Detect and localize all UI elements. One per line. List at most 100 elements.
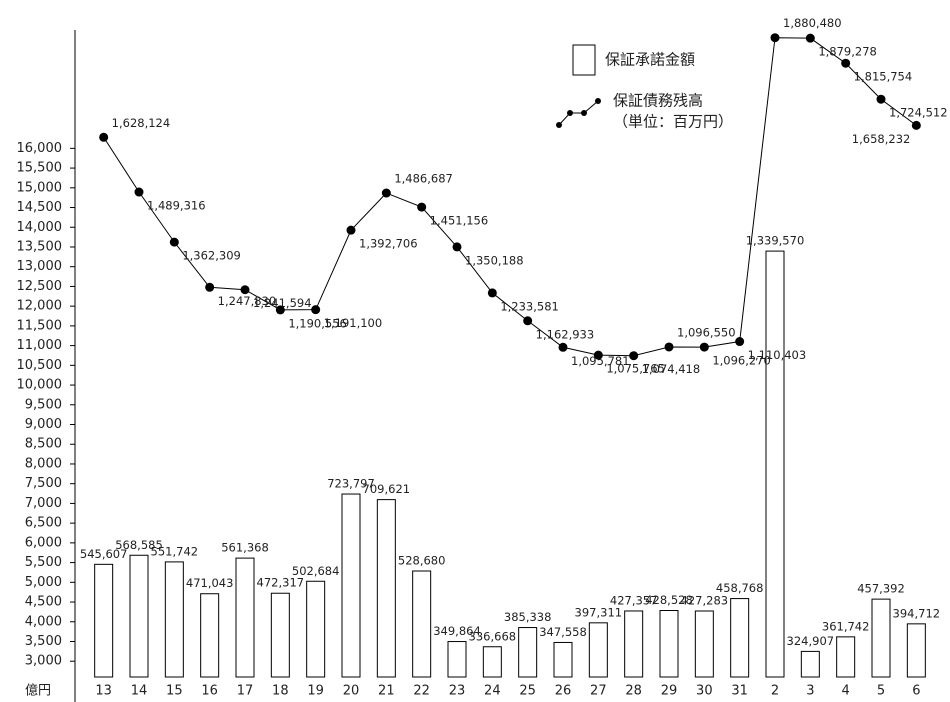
y-tick-label: 3,000 xyxy=(25,654,62,669)
bar xyxy=(447,641,467,678)
line-point xyxy=(487,288,497,298)
y-tick-label: 15,000 xyxy=(17,180,63,195)
bar xyxy=(200,593,220,678)
bar xyxy=(659,610,679,678)
y-tick-label: 15,500 xyxy=(17,161,63,176)
bar xyxy=(694,610,714,678)
line xyxy=(103,37,917,357)
line-label: 1,880,480 xyxy=(783,16,842,30)
y-tick-label: 12,500 xyxy=(17,279,63,294)
bar xyxy=(306,580,326,678)
y-tick-label: 16,000 xyxy=(17,141,63,156)
x-tick-label: 14 xyxy=(131,684,148,699)
x-tick-label: 27 xyxy=(590,684,607,699)
bar-label: 502,684 xyxy=(292,564,340,578)
bar-label: 551,742 xyxy=(151,544,199,558)
bar-label: 458,768 xyxy=(716,581,764,595)
line-point xyxy=(735,337,745,347)
legend-swatch xyxy=(558,100,599,126)
y-tick-label: 7,000 xyxy=(25,496,62,511)
y-tick-label: 4,500 xyxy=(25,595,62,610)
line-label: 1,191,100 xyxy=(324,316,383,330)
line-label: 1,074,418 xyxy=(642,362,701,376)
line-point xyxy=(381,188,391,198)
x-tick-label: 20 xyxy=(343,684,360,699)
legend-label: 保証債務残高 xyxy=(613,92,703,110)
x-tick-label: 28 xyxy=(625,684,642,699)
line-point xyxy=(275,305,285,315)
legend-label: 保証承諾金額 xyxy=(605,51,695,69)
bar xyxy=(270,592,290,678)
line-point xyxy=(558,342,568,352)
bar-label: 568,585 xyxy=(115,538,163,552)
y-tick-label: 5,000 xyxy=(25,575,62,590)
bar-label: 397,311 xyxy=(575,605,623,619)
legend-dot xyxy=(595,98,601,104)
line-label: 1,241,594 xyxy=(253,296,312,310)
line-point xyxy=(523,316,533,326)
bar-label: 427,283 xyxy=(681,594,729,608)
y-tick-label: 11,500 xyxy=(17,318,63,333)
bar-label: 427,357 xyxy=(610,593,658,607)
y-tick-label: 8,500 xyxy=(25,437,62,452)
bar-label: 472,317 xyxy=(257,576,305,590)
line-label: 1,233,581 xyxy=(500,299,559,313)
bar xyxy=(553,641,573,678)
bar xyxy=(624,610,644,678)
x-tick-label: 13 xyxy=(95,684,112,699)
line-point xyxy=(134,187,144,197)
y-tick-label: 13,500 xyxy=(17,239,63,254)
line-point xyxy=(99,132,109,142)
y-tick-label: 10,000 xyxy=(17,378,63,393)
legend-swatch xyxy=(572,44,596,76)
bar xyxy=(730,598,750,678)
line-point xyxy=(876,94,886,104)
bar-label: 349,864 xyxy=(433,624,481,638)
bar xyxy=(588,622,608,678)
x-tick-label: 15 xyxy=(166,684,183,699)
bar-label: 347,558 xyxy=(539,625,587,639)
line-point xyxy=(205,282,215,292)
line-label: 1,451,156 xyxy=(430,214,489,228)
y-tick-label: 4,000 xyxy=(25,614,62,629)
legend-dot xyxy=(556,122,562,128)
line-label: 1,096,270 xyxy=(712,354,771,368)
line-point xyxy=(169,237,179,247)
line-label: 1,247,830 xyxy=(218,294,277,308)
line-point xyxy=(452,242,462,252)
line-label: 1,628,124 xyxy=(112,116,171,130)
line-label: 1,350,188 xyxy=(465,253,524,267)
x-tick-label: 3 xyxy=(806,684,814,699)
y-tick-label: 14,500 xyxy=(17,200,63,215)
line-point xyxy=(770,33,780,43)
line-label: 1,658,232 xyxy=(852,132,911,146)
bar-label: 723,797 xyxy=(327,477,375,491)
bar xyxy=(164,561,184,678)
line-label: 1,096,550 xyxy=(677,325,736,339)
bar-label: 336,668 xyxy=(469,629,517,643)
line-point xyxy=(805,33,815,43)
bar-label: 361,742 xyxy=(822,619,870,633)
bar xyxy=(871,598,891,678)
y-tick-label: 9,500 xyxy=(25,397,62,412)
bar xyxy=(235,557,255,678)
line-point xyxy=(841,58,851,68)
line-label: 1,095,781 xyxy=(571,354,630,368)
x-tick-label: 21 xyxy=(378,684,395,699)
bar-label: 471,043 xyxy=(186,576,234,590)
x-tick-label: 31 xyxy=(731,684,748,699)
x-tick-label: 17 xyxy=(237,684,254,699)
bar-label: 385,338 xyxy=(504,610,552,624)
bar xyxy=(518,627,538,678)
x-tick-label: 5 xyxy=(877,684,885,699)
legend-dot xyxy=(581,110,587,116)
line-point xyxy=(911,120,921,130)
x-tick-label: 6 xyxy=(912,684,920,699)
x-tick-label: 4 xyxy=(842,684,850,699)
bar-label: 545,607 xyxy=(80,547,128,561)
line-label: 1,075,765 xyxy=(606,362,665,376)
line-label: 1,190,556 xyxy=(288,316,347,330)
unit-note: （単位：百万円） xyxy=(613,113,733,131)
line-label: 1,815,754 xyxy=(854,70,913,84)
